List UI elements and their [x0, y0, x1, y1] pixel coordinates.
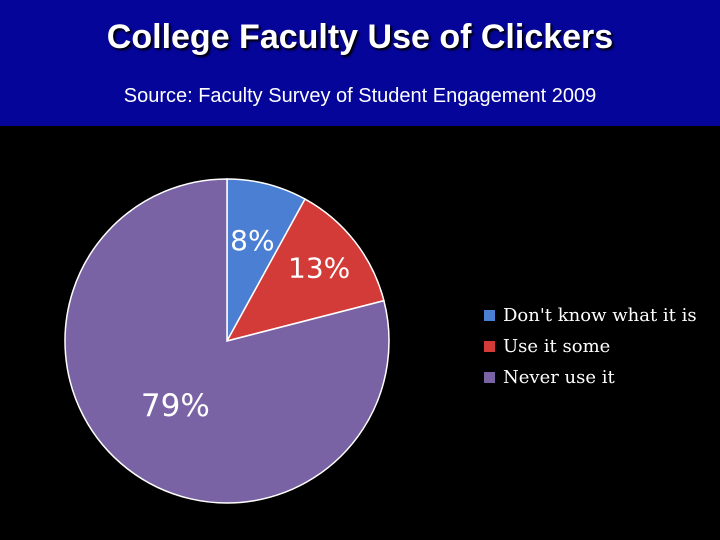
pie-data-label-0: 8%	[230, 224, 274, 257]
pie-data-label-2: 79%	[141, 388, 210, 424]
pie-slice-1	[225, 198, 385, 343]
chart-legend: Don't know what it is Use it some Never …	[484, 300, 697, 393]
legend-swatch-never	[484, 372, 495, 383]
legend-item: Never use it	[484, 362, 697, 393]
pie-slice-2	[64, 178, 390, 504]
legend-swatch-dont-know	[484, 310, 495, 321]
title-banner	[0, 0, 720, 126]
pie-data-label-1: 13%	[288, 252, 350, 285]
legend-swatch-use-some	[484, 341, 495, 352]
legend-item: Don't know what it is	[484, 300, 697, 331]
chart-subtitle: Source: Faculty Survey of Student Engage…	[123, 85, 597, 107]
chart-title: College Faculty Use of Clickers	[106, 18, 614, 56]
legend-label-use-some: Use it some	[503, 336, 611, 357]
legend-item: Use it some	[484, 331, 697, 362]
legend-label-never: Never use it	[503, 367, 615, 388]
legend-label-dont-know: Don't know what it is	[503, 305, 697, 326]
